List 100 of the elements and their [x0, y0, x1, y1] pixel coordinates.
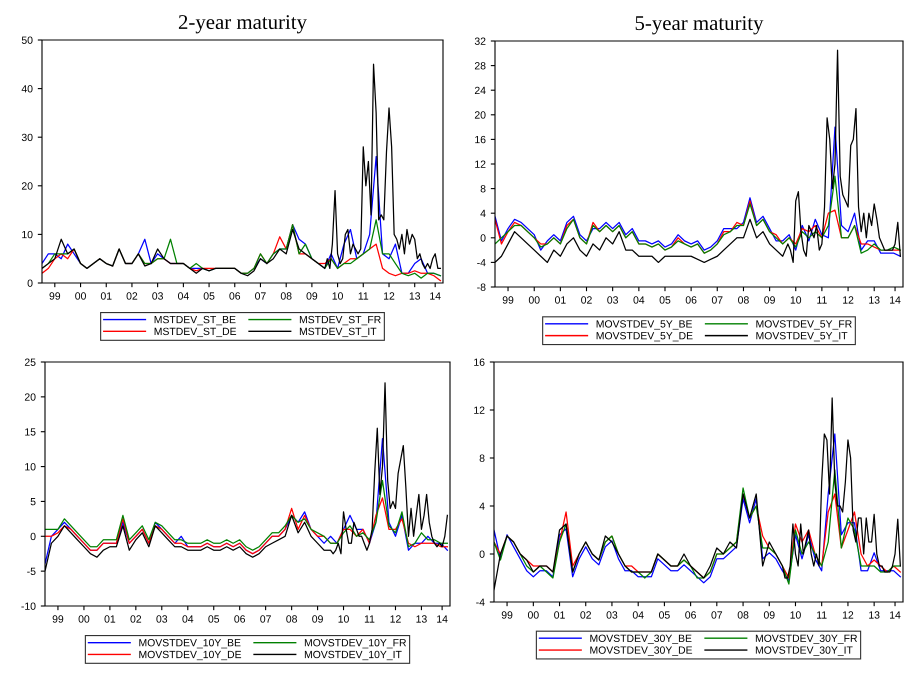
x-tick-label: 05: [659, 611, 670, 619]
legend-label: MOVSTDEV_10Y_DE: [139, 650, 242, 660]
legend-label: MOVSTDEV_5Y_FR: [756, 320, 852, 330]
y-tick-label: 32: [474, 38, 486, 45]
y-tick-label: 24: [474, 86, 486, 94]
x-tick-label: 03: [607, 296, 618, 304]
y-tick-label: 8: [480, 185, 486, 192]
y-tick-label: 0: [30, 532, 36, 540]
x-tick-label: 04: [182, 615, 194, 623]
x-tick-label: 07: [255, 292, 266, 300]
x-tick-label: 04: [633, 296, 644, 304]
y-tick-label: 40: [22, 85, 33, 92]
x-tick-label: 00: [528, 611, 539, 619]
x-tick-label: 04: [632, 611, 644, 619]
x-tick-label: 14: [437, 615, 448, 623]
x-tick-label: 12: [384, 292, 394, 300]
x-tick-label: 00: [75, 292, 86, 300]
legend-label: MOVSTDEV_10Y_IT: [304, 650, 402, 660]
y-tick-label: 20: [24, 393, 36, 401]
x-tick-label: 03: [606, 611, 618, 619]
y-tick-label: -10: [21, 602, 36, 610]
y-tick-label: 16: [474, 358, 485, 366]
x-tick-label: 12: [843, 296, 854, 304]
x-tick-label: 14: [890, 296, 901, 304]
x-tick-label: 09: [312, 615, 323, 623]
x-tick-label: 09: [306, 292, 318, 300]
x-tick-label: 12: [842, 611, 854, 619]
x-tick-label: 11: [364, 615, 374, 623]
x-tick-label: 02: [130, 615, 142, 623]
y-tick-label: 10: [25, 463, 36, 470]
y-tick-label: 4: [479, 502, 485, 510]
y-tick-label: 0: [480, 234, 486, 242]
y-tick-label: 8: [480, 454, 485, 462]
legend-label: MSTDEV_ST_BE: [154, 316, 236, 326]
x-tick-label: 13: [869, 296, 880, 304]
x-tick-label: 11: [817, 296, 827, 304]
x-tick-label: 08: [738, 611, 748, 619]
x-tick-label: 07: [712, 296, 723, 304]
x-tick-label: 00: [78, 615, 90, 623]
x-tick-label: 10: [790, 296, 802, 304]
x-tick-label: 10: [332, 292, 343, 300]
y-tick-label: 15: [25, 428, 36, 436]
y-tick-label: -4: [476, 598, 485, 606]
x-tick-label: 08: [280, 292, 292, 300]
legend-label: MOVSTDEV_30Y_BE: [590, 634, 692, 644]
x-tick-label: 02: [580, 611, 592, 619]
x-tick-label: 09: [764, 296, 775, 304]
y-tick-label: 12: [474, 406, 484, 414]
x-tick-label: 99: [502, 611, 512, 619]
x-tick-label: 02: [126, 292, 138, 300]
x-tick-label: 10: [338, 615, 349, 623]
x-tick-label: 05: [208, 615, 220, 623]
x-tick-label: 01: [100, 292, 112, 300]
x-tick-label: 05: [204, 292, 214, 300]
y-tick-label: 50: [22, 36, 33, 44]
x-tick-label: 13: [410, 292, 420, 300]
x-tick-label: 07: [260, 615, 271, 623]
x-tick-label: 01: [554, 296, 566, 304]
x-tick-label: 11: [817, 611, 827, 619]
x-tick-label: 05: [660, 296, 670, 304]
x-tick-label: 01: [104, 615, 116, 623]
x-tick-label: 99: [50, 292, 60, 300]
y-tick-label: 28: [474, 62, 486, 70]
x-tick-label: 08: [286, 615, 297, 623]
legend-label: MOVSTDEV_5Y_IT: [756, 332, 848, 342]
x-tick-label: 08: [738, 296, 749, 304]
legend-label: MSTDEV_ST_FR: [300, 316, 381, 326]
y-tick-label: 20: [22, 182, 33, 190]
legend-label: MOVSTDEV_30Y_IT: [756, 646, 853, 656]
chart-title: 5-year maturity: [636, 16, 764, 34]
x-tick-label: 02: [581, 296, 592, 304]
legend-label: MSTDEV_ST_IT: [300, 328, 376, 338]
x-tick-label: 03: [152, 292, 163, 300]
y-tick-label: 30: [22, 134, 33, 142]
x-tick-label: 04: [178, 292, 189, 300]
y-tick-label: 5: [30, 498, 36, 506]
x-tick-label: 00: [528, 296, 540, 304]
chart-title: 2-year maturity: [178, 15, 307, 34]
x-tick-label: 06: [229, 292, 240, 300]
y-tick-label: 25: [24, 358, 36, 366]
x-tick-label: 12: [390, 615, 401, 623]
x-tick-label: 14: [430, 292, 441, 300]
x-tick-label: 11: [358, 292, 368, 300]
y-tick-label: -4: [477, 259, 486, 266]
legend-label: MOVSTDEV_30Y_FR: [756, 634, 858, 644]
y-tick-label: -8: [477, 284, 486, 291]
y-tick-label: -5: [27, 568, 36, 576]
x-tick-label: 06: [686, 296, 696, 304]
legend-label: MSTDEV_ST_DE: [154, 328, 236, 338]
legend-label: MOVSTDEV_5Y_DE: [596, 332, 693, 342]
x-tick-label: 13: [416, 615, 427, 623]
y-tick-label: 16: [475, 136, 486, 144]
legend-label: MOVSTDEV_5Y_BE: [596, 320, 692, 330]
x-tick-label: 13: [869, 611, 880, 619]
y-tick-label: 4: [480, 210, 486, 217]
x-tick-label: 07: [711, 611, 722, 619]
x-tick-label: 06: [234, 615, 246, 623]
legend-label: MOVSTDEV_30Y_DE: [590, 646, 692, 656]
x-tick-label: 03: [156, 615, 168, 623]
x-tick-label: 14: [890, 611, 901, 619]
